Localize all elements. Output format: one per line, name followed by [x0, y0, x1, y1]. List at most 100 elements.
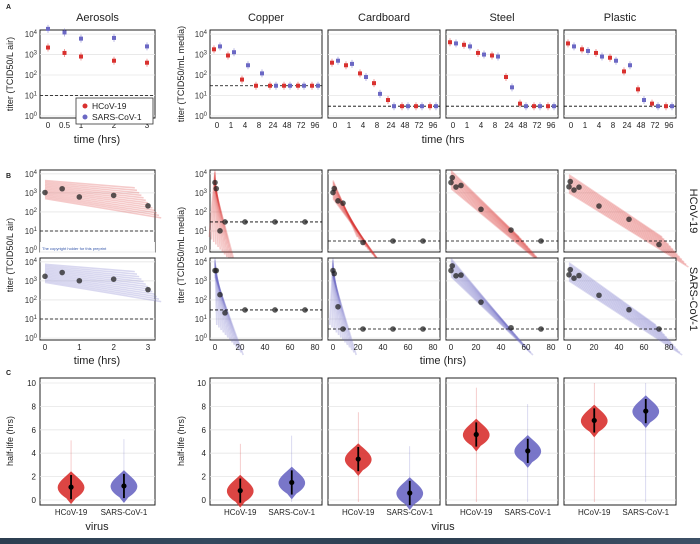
- observed-point: [213, 185, 220, 192]
- y-tick-label: 6: [202, 426, 207, 435]
- data-point-sars-cov-1: [656, 104, 660, 109]
- observed-point: [212, 179, 218, 186]
- panel-letter-c: C: [6, 370, 11, 377]
- y-tick-label: 10: [197, 379, 206, 388]
- y-tick-label: 103: [195, 277, 208, 286]
- observed-point: [656, 326, 662, 332]
- observed-point: [242, 219, 248, 225]
- y-tick-label: 4: [32, 449, 37, 458]
- observed-point: [420, 238, 426, 244]
- decay-fit-line: [568, 180, 672, 248]
- x-tick-label: 0: [43, 343, 48, 352]
- x-tick-label: 0: [331, 343, 336, 352]
- y-tick-label: 102: [25, 71, 38, 80]
- observed-point: [449, 174, 456, 181]
- observed-point: [42, 189, 48, 196]
- decay-fit-line: [332, 184, 365, 245]
- x-tick-label: 8: [375, 121, 380, 130]
- decay-fit-line: [44, 193, 155, 212]
- data-point-hcov-19: [504, 75, 508, 80]
- data-point-sars-cov-1: [145, 44, 149, 49]
- x-axis-label-b-surfaces: time (hrs): [420, 355, 466, 367]
- observed-point: [596, 203, 602, 209]
- decay-fit-line: [450, 269, 525, 346]
- decay-fit-line: [568, 181, 674, 251]
- x-axis-label-c-aerosol: virus: [85, 521, 109, 533]
- x-axis-label-c-surfaces: virus: [431, 521, 455, 533]
- column-title-aerosols: Aerosols: [76, 12, 119, 24]
- decay-fit-line: [44, 281, 162, 303]
- observed-point: [145, 286, 151, 293]
- observed-point: [302, 307, 308, 313]
- x-tick-label: 0.5: [59, 121, 71, 130]
- x-tick-label: 3: [146, 343, 151, 352]
- observed-point: [242, 307, 248, 313]
- data-point-hcov-19: [268, 83, 272, 88]
- observed-point: [508, 324, 514, 331]
- y-tick-label: 103: [25, 189, 38, 198]
- x-tick-label: 0: [333, 121, 338, 130]
- x-tick-label-sars-cov-1: SARS-CoV-1: [268, 508, 315, 517]
- decay-fit-line: [450, 259, 510, 329]
- decay-fit-line: [332, 195, 380, 263]
- y-tick-label: 102: [25, 208, 38, 217]
- decay-fit-line: [568, 174, 663, 238]
- decay-fit-line: [44, 181, 138, 192]
- panel-b-hcov-19-steel: [445, 169, 559, 253]
- panel-b-sars-cov-1-steel: [445, 257, 559, 341]
- data-point-sars-cov-1: [302, 83, 306, 88]
- x-tick-label: 0: [449, 343, 454, 352]
- legend-marker-hcov-19: [82, 103, 88, 109]
- data-point-hcov-19: [358, 71, 362, 76]
- legend-label-sars-cov-1: SARS-CoV-1: [92, 112, 142, 122]
- y-axis-label-b-surfaces: titer (TCID50/mL media): [176, 207, 186, 303]
- y-tick-label: 103: [195, 51, 208, 60]
- observed-point: [335, 198, 341, 204]
- x-tick-label: 1: [229, 121, 234, 130]
- data-point-sars-cov-1: [628, 63, 632, 68]
- observed-point: [340, 326, 346, 332]
- x-tick-label-sars-cov-1: SARS-CoV-1: [504, 508, 551, 517]
- observed-point: [302, 219, 308, 225]
- panel-c-steel: [445, 377, 559, 506]
- decay-fit-line: [214, 180, 226, 255]
- violin-median: [289, 479, 295, 486]
- y-tick-label: 8: [202, 402, 207, 411]
- data-point-hcov-19: [282, 83, 286, 88]
- observed-point: [272, 219, 278, 225]
- column-title-steel: Steel: [489, 12, 514, 24]
- decay-fit-line: [44, 197, 162, 219]
- decay-fit-line: [332, 180, 359, 238]
- x-tick-label: 96: [311, 121, 320, 130]
- y-tick-label: 101: [25, 227, 38, 236]
- observed-point: [213, 267, 220, 274]
- data-point-sars-cov-1: [420, 104, 424, 109]
- x-tick-label-hcov-19: HCoV-19: [224, 508, 257, 517]
- x-tick-label: 0: [569, 121, 574, 130]
- x-tick-label: 1: [347, 121, 352, 130]
- panel-c-cardboard: [327, 377, 441, 506]
- decay-fit-line: [332, 273, 353, 351]
- decay-fit-line: [332, 198, 385, 268]
- x-tick-label: 4: [479, 121, 484, 130]
- x-tick-label: 60: [522, 343, 531, 352]
- data-point-hcov-19: [448, 40, 452, 45]
- observed-point: [453, 273, 459, 279]
- y-tick-label: 4: [202, 449, 207, 458]
- x-tick-label: 3: [145, 121, 150, 130]
- x-tick-label-hcov-19: HCoV-19: [55, 508, 88, 517]
- x-tick-label-hcov-19: HCoV-19: [342, 508, 375, 517]
- x-tick-label: 80: [311, 343, 320, 352]
- y-tick-label: 104: [195, 258, 208, 267]
- decay-fit-line: [568, 278, 681, 354]
- data-point-hcov-19: [112, 58, 116, 63]
- panel-c-copper: [209, 377, 323, 506]
- y-tick-label: 103: [25, 51, 38, 60]
- y-tick-label: 101: [195, 315, 208, 324]
- observed-point: [145, 203, 151, 209]
- y-axis-label-c-surfaces: half-life (hrs): [176, 416, 186, 466]
- x-tick-label: 96: [429, 121, 438, 130]
- x-tick-label: 40: [379, 343, 388, 352]
- decay-fit-line: [568, 190, 687, 266]
- decay-fit-line: [568, 266, 663, 334]
